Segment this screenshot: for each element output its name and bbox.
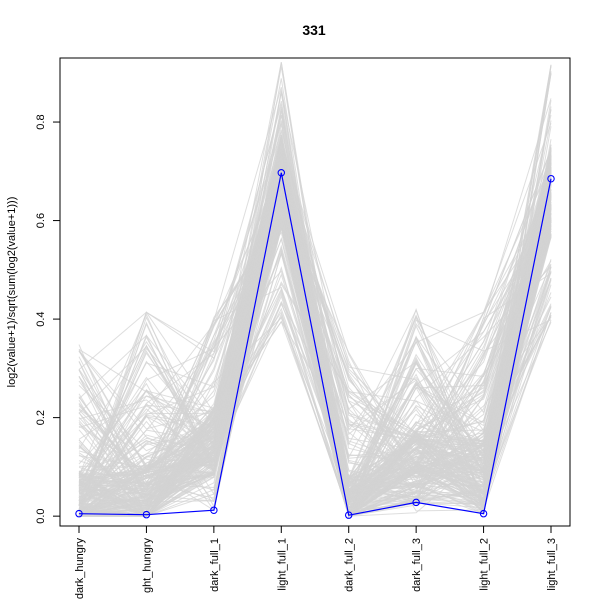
background-profile-line — [78, 134, 552, 507]
y-tick-label: 0.2 — [35, 410, 47, 425]
chart-title: 331 — [302, 22, 326, 38]
background-profile-line — [78, 71, 552, 499]
x-tick-label: dark_full_1 — [209, 538, 221, 592]
plot-frame — [59, 57, 571, 527]
background-profile-line — [78, 147, 552, 517]
background-profile-line — [78, 137, 552, 510]
highlight-series-line — [78, 172, 552, 516]
background-profile-line — [78, 172, 552, 507]
background-profile-line — [78, 170, 552, 512]
background-profile-line — [78, 163, 552, 517]
background-profile-line — [78, 195, 552, 517]
highlight-point — [75, 509, 83, 518]
highlight-point — [277, 169, 286, 177]
highlight-point — [344, 511, 353, 519]
x-tick-label: ght_hungry — [141, 538, 153, 594]
background-profile-line — [78, 167, 552, 518]
background-profiles — [78, 62, 552, 519]
background-profile-line — [78, 114, 552, 503]
background-profile-line — [78, 159, 552, 513]
x-axis: dark_hungry ght_hungry dark_full_1 light_fu… — [74, 526, 558, 599]
background-profile-line — [78, 148, 552, 515]
background-profile-line — [78, 189, 552, 515]
x-tick-label: light_full_2 — [479, 538, 491, 591]
highlight-point — [547, 174, 555, 183]
y-tick-label: 0.4 — [35, 311, 47, 326]
highlight-point — [142, 510, 151, 519]
background-profile-line — [78, 78, 552, 517]
background-profile-line — [78, 221, 552, 518]
x-tick-label: dark_hungry — [74, 538, 86, 600]
y-tick-label: 0.6 — [35, 213, 47, 228]
highlight-point — [479, 509, 488, 518]
highlight-series — [75, 169, 555, 519]
highlight-point — [412, 498, 420, 507]
highlight-point — [210, 506, 218, 514]
y-axis-title: log2(value+1)/sqrt(sum(log2(value+1))) — [6, 197, 18, 388]
background-profile-line — [78, 62, 552, 503]
y-axis: 0.0 0.2 0.4 0.6 0.8 — [35, 114, 60, 524]
y-tick-label: 0.0 — [35, 508, 47, 523]
x-tick-label: dark_full_3 — [411, 538, 423, 592]
background-profile-line — [78, 157, 552, 499]
x-tick-label: light_full_3 — [546, 538, 558, 591]
x-tick-label: dark_full_2 — [344, 538, 356, 592]
y-tick-label: 0.8 — [35, 114, 47, 129]
background-profile-line — [78, 162, 552, 517]
x-tick-label: light_full_1 — [276, 538, 288, 591]
